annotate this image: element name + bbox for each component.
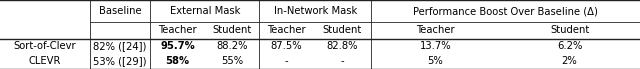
Text: Teacher: Teacher [158, 25, 197, 35]
Text: Teacher: Teacher [267, 25, 306, 35]
Text: 13.7%: 13.7% [419, 41, 451, 51]
Text: 53% ([29]): 53% ([29]) [93, 56, 147, 66]
Text: External Mask: External Mask [170, 6, 240, 16]
Text: In-Network Mask: In-Network Mask [273, 6, 357, 16]
Text: 87.5%: 87.5% [271, 41, 302, 51]
Text: 82% ([24]): 82% ([24]) [93, 41, 147, 51]
Text: 6.2%: 6.2% [557, 41, 582, 51]
Text: 95.7%: 95.7% [160, 41, 195, 51]
Text: 55%: 55% [221, 56, 243, 66]
Text: 82.8%: 82.8% [326, 41, 358, 51]
Text: CLEVR: CLEVR [29, 56, 61, 66]
Text: Baseline: Baseline [99, 6, 141, 16]
Text: Student: Student [212, 25, 252, 35]
Text: Teacher: Teacher [416, 25, 454, 35]
Text: 58%: 58% [166, 56, 189, 66]
Text: 5%: 5% [428, 56, 443, 66]
Text: Student: Student [323, 25, 362, 35]
Text: Sort-of-Clevr: Sort-of-Clevr [13, 41, 76, 51]
Text: 88.2%: 88.2% [216, 41, 248, 51]
Text: -: - [285, 56, 288, 66]
Text: 2%: 2% [562, 56, 577, 66]
Text: -: - [340, 56, 344, 66]
Text: Performance Boost Over Baseline (Δ): Performance Boost Over Baseline (Δ) [413, 6, 598, 16]
Text: Student: Student [550, 25, 589, 35]
